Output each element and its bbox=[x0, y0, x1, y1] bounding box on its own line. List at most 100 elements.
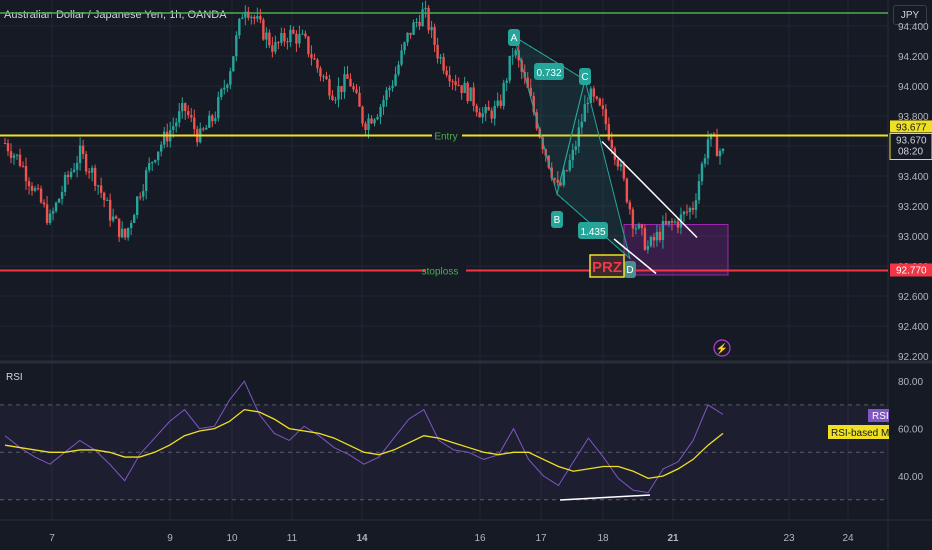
rsi-tick-label: 40.00 bbox=[898, 472, 923, 483]
candle-body bbox=[151, 161, 154, 164]
candle-body bbox=[54, 202, 58, 212]
candle-body bbox=[469, 87, 472, 102]
candle-body bbox=[430, 27, 433, 31]
stoploss-label-bg bbox=[426, 263, 466, 277]
candle-body bbox=[259, 16, 262, 20]
candle-body bbox=[499, 100, 502, 107]
candle-body bbox=[562, 170, 565, 186]
candle-body bbox=[685, 211, 689, 213]
candle-body bbox=[274, 42, 277, 52]
candle-body bbox=[157, 151, 160, 161]
candle-body bbox=[111, 216, 115, 221]
candle-body bbox=[640, 224, 644, 229]
candle-body bbox=[114, 216, 118, 219]
candle-body bbox=[99, 185, 103, 193]
candle-body bbox=[394, 74, 397, 86]
candle-body bbox=[57, 198, 61, 203]
candle-body bbox=[160, 144, 163, 152]
candle-body bbox=[163, 131, 166, 145]
candle-body bbox=[574, 146, 577, 150]
candle-body bbox=[27, 181, 31, 187]
time-tick-label: 23 bbox=[783, 533, 795, 544]
currency-button[interactable]: JPY bbox=[893, 5, 927, 25]
candle-body bbox=[30, 186, 34, 191]
candle-body bbox=[277, 42, 280, 44]
rsi-tick-label: 80.00 bbox=[898, 377, 923, 388]
candle-body bbox=[628, 202, 632, 210]
candle-body bbox=[15, 154, 19, 156]
candle-body bbox=[84, 154, 88, 172]
pattern-point-badge bbox=[551, 211, 563, 228]
candle-body bbox=[583, 104, 587, 122]
rsi-line bbox=[4, 380, 724, 494]
time-tick-label: 16 bbox=[474, 533, 486, 544]
time-tick-label: 14 bbox=[356, 533, 368, 544]
price-tick-label: 92.400 bbox=[898, 322, 929, 333]
candle-body bbox=[138, 196, 142, 198]
candle-body bbox=[307, 36, 310, 55]
candle-body bbox=[247, 11, 250, 19]
candle-body bbox=[463, 82, 466, 94]
candle-body bbox=[622, 164, 626, 179]
candle-body bbox=[72, 169, 76, 172]
price-tick-label: 93.200 bbox=[898, 202, 929, 213]
candle-body bbox=[526, 77, 529, 88]
candle-body bbox=[376, 116, 379, 120]
candle-body bbox=[211, 115, 214, 122]
candle-body bbox=[580, 121, 584, 128]
pattern-ratio-badge bbox=[578, 222, 608, 239]
price-tick-label: 94.400 bbox=[898, 22, 929, 33]
candle-body bbox=[172, 126, 175, 130]
candle-body bbox=[586, 103, 590, 105]
candle-body bbox=[178, 111, 181, 123]
candle-body bbox=[148, 163, 151, 171]
stoploss-price-tag: 92.770 bbox=[896, 266, 927, 277]
price-tick-label: 93.000 bbox=[898, 232, 929, 243]
candle-body bbox=[457, 85, 460, 87]
candle-body bbox=[676, 221, 680, 228]
candle-body bbox=[346, 74, 349, 79]
candle-body bbox=[415, 21, 418, 23]
time-tick-label: 9 bbox=[167, 533, 173, 544]
time-tick-label: 18 bbox=[597, 533, 609, 544]
candle-body bbox=[292, 29, 295, 34]
last-price-tag-bg bbox=[890, 120, 932, 133]
pattern-point-badge bbox=[579, 68, 591, 85]
candle-body bbox=[514, 50, 517, 56]
candle-body bbox=[232, 56, 235, 72]
candle-body bbox=[418, 21, 421, 27]
prz-zone-box bbox=[623, 224, 729, 276]
candle-body bbox=[448, 75, 451, 82]
candle-body bbox=[69, 171, 73, 178]
candle-body bbox=[87, 171, 91, 173]
candle-body bbox=[36, 188, 40, 190]
candle-body bbox=[3, 143, 7, 144]
candle-body bbox=[565, 170, 568, 172]
time-tick-label: 24 bbox=[842, 533, 854, 544]
candle-body bbox=[129, 222, 133, 228]
candle-body bbox=[39, 188, 43, 203]
candle-body bbox=[319, 68, 322, 77]
pattern-ratio-badge bbox=[534, 63, 564, 80]
candle-body bbox=[475, 105, 478, 113]
candle-body bbox=[268, 32, 271, 46]
trendline-upper bbox=[601, 140, 698, 239]
candle-body bbox=[135, 196, 139, 216]
candle-body bbox=[691, 207, 695, 210]
prz-label: PRZ bbox=[592, 259, 622, 276]
candle-body bbox=[496, 100, 499, 106]
candle-body bbox=[445, 70, 448, 76]
candle-body bbox=[403, 42, 406, 51]
entry-price-tag-bg bbox=[889, 133, 932, 160]
candle-body bbox=[439, 57, 442, 59]
candle-body bbox=[460, 85, 463, 94]
candle-body bbox=[424, 7, 427, 10]
candle-body bbox=[18, 154, 22, 166]
candle-body bbox=[619, 164, 623, 167]
price-tick-label: 92.200 bbox=[898, 352, 929, 363]
price-tick-label: 93.800 bbox=[898, 112, 929, 123]
pattern-ac-ratio-line bbox=[513, 36, 586, 81]
candle-body bbox=[700, 163, 704, 182]
candle-body bbox=[93, 167, 97, 186]
